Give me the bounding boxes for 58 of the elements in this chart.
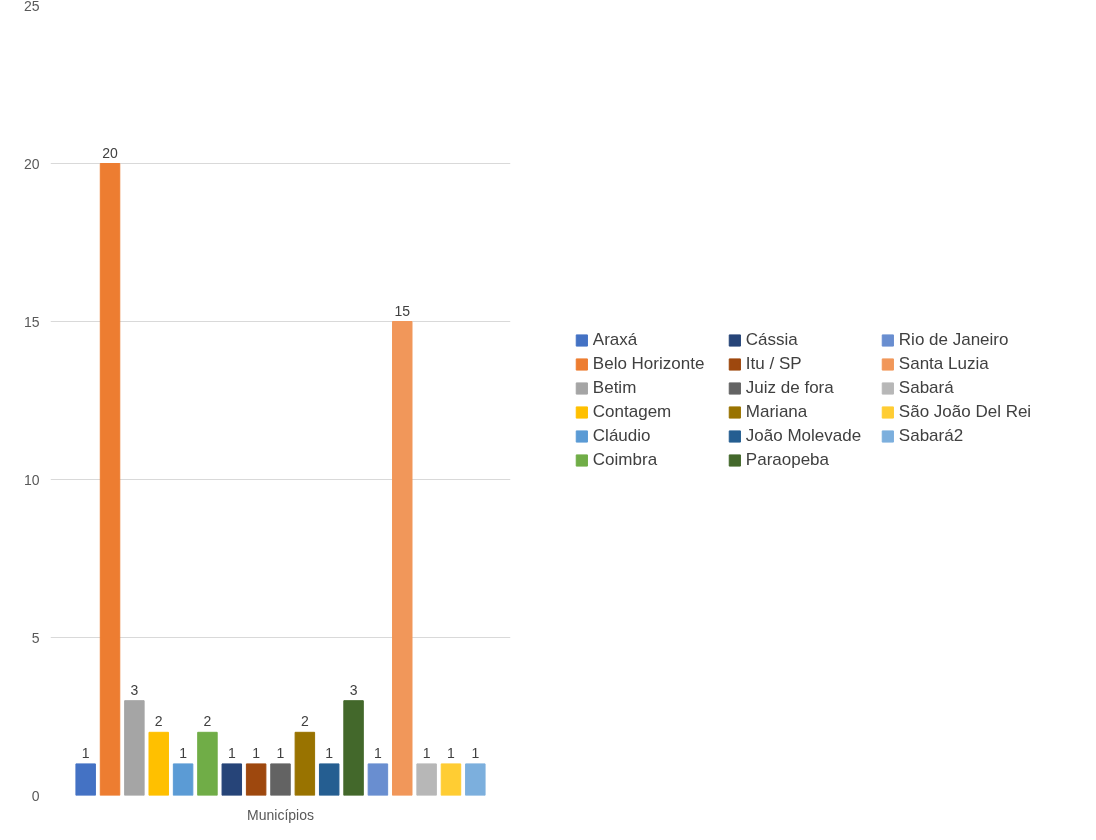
bar xyxy=(270,763,291,796)
legend-label: Cássia xyxy=(745,330,799,350)
legend-label: Sabará xyxy=(898,378,955,398)
bar xyxy=(318,763,340,796)
bar xyxy=(197,731,218,796)
legend-label: Sabará2 xyxy=(898,426,965,446)
bar xyxy=(172,763,194,796)
data-label: 1 xyxy=(325,744,334,761)
bar xyxy=(294,731,316,796)
legend-label: Santa Luzia xyxy=(898,354,990,374)
legend-label: Coimbra xyxy=(592,450,659,470)
legend-label: Betim xyxy=(592,378,638,398)
legend-label: Paraopeba xyxy=(745,450,831,470)
data-label: 1 xyxy=(447,744,456,761)
bar xyxy=(124,700,145,796)
data-label: 1 xyxy=(179,744,188,761)
bar xyxy=(99,163,121,796)
data-label: 1 xyxy=(374,744,383,761)
legend-label: João Molevade xyxy=(745,426,863,446)
legend-label: Itu / SP xyxy=(745,354,803,374)
legend-label: Rio de Janeiro xyxy=(898,330,1010,350)
bar xyxy=(148,731,169,796)
y-tick-label: 20 xyxy=(23,155,40,172)
legend-label: São João Del Rei xyxy=(898,402,1032,422)
data-label: 1 xyxy=(227,744,236,761)
bar xyxy=(75,763,96,796)
x-tick-label: Municípios xyxy=(247,806,314,823)
y-tick-label: 15 xyxy=(23,313,40,330)
data-label: 15 xyxy=(394,302,411,319)
legend-label: Contagem xyxy=(592,402,673,422)
bar xyxy=(392,321,413,796)
data-label: 2 xyxy=(203,713,212,730)
legend-label: Belo Horizonte xyxy=(592,354,706,374)
bar xyxy=(416,763,437,796)
legend-label: Juiz de fora xyxy=(745,378,835,398)
data-label: 1 xyxy=(422,744,431,761)
legend-label: Cláudio xyxy=(592,426,652,446)
y-tick-label: 0 xyxy=(31,787,40,804)
bar xyxy=(245,763,267,796)
y-tick-label: 10 xyxy=(23,471,40,488)
data-label: 3 xyxy=(130,681,139,698)
data-label: 1 xyxy=(471,744,480,761)
data-label: 3 xyxy=(349,681,358,698)
bar xyxy=(367,763,389,796)
data-label: 1 xyxy=(252,744,261,761)
y-tick-label: 25 xyxy=(23,0,40,14)
y-tick-label: 5 xyxy=(31,629,40,646)
legend-label: Mariana xyxy=(745,402,809,422)
data-label: 2 xyxy=(300,713,309,730)
data-label: 2 xyxy=(154,713,163,730)
bar xyxy=(465,763,486,796)
bar xyxy=(440,763,462,796)
data-label: 1 xyxy=(276,744,285,761)
data-label: 1 xyxy=(81,744,90,761)
legend-label: Araxá xyxy=(592,330,639,350)
data-label: 20 xyxy=(102,144,119,161)
bar xyxy=(221,763,243,796)
bar xyxy=(343,700,364,796)
